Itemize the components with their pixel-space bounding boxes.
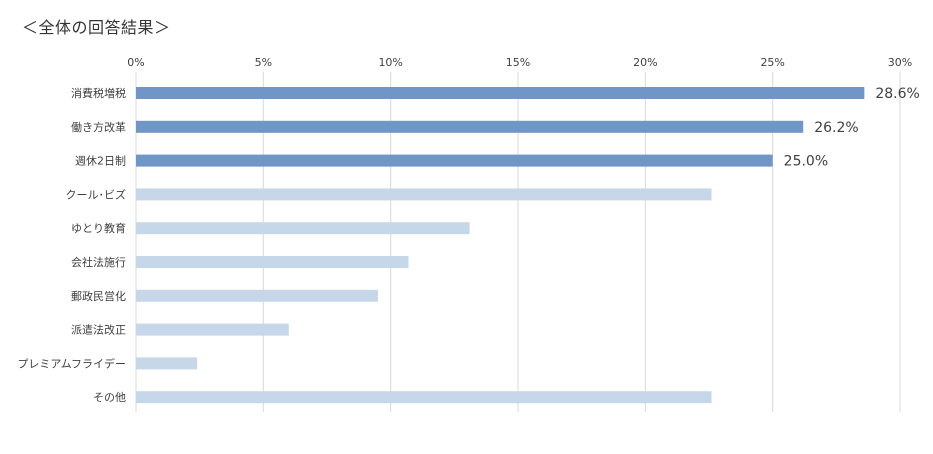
bar xyxy=(136,188,712,201)
category-labels: 消費税増税働き方改革週休2日制クール･ビズゆとり教育会社法施行郵政民営化派遣法改… xyxy=(17,86,126,404)
category-label: ゆとり教育 xyxy=(71,221,126,235)
bar xyxy=(136,391,712,404)
bar xyxy=(136,357,198,370)
bar xyxy=(136,256,409,268)
category-label: 郵政民営化 xyxy=(71,289,126,303)
bars xyxy=(136,87,865,404)
x-tick-label: 15% xyxy=(506,56,530,69)
data-label: 26.2% xyxy=(814,120,858,136)
x-tick-label: 25% xyxy=(760,56,784,69)
data-labels: 28.6% 26.2% 25.0% xyxy=(784,86,920,170)
bar xyxy=(136,120,804,133)
x-tick-label: 10% xyxy=(378,56,402,69)
x-tick-label: 5% xyxy=(255,56,272,69)
data-label: 28.6% xyxy=(875,86,919,102)
category-label: クール･ビズ xyxy=(66,187,127,201)
bar xyxy=(136,289,378,302)
category-label: 消費税増税 xyxy=(71,86,126,100)
gridlines xyxy=(135,72,901,412)
category-label: 働き方改革 xyxy=(71,120,126,134)
chart-title: ＜全体の回答結果＞ xyxy=(22,18,171,37)
data-label: 25.0% xyxy=(784,154,828,170)
x-tick-label: 30% xyxy=(888,56,912,69)
bar xyxy=(136,154,773,167)
category-label: 週休2日制 xyxy=(75,155,126,168)
category-label: プレミアムフライデー xyxy=(17,356,126,370)
category-label: その他 xyxy=(93,391,126,404)
bar xyxy=(136,87,865,99)
bar xyxy=(136,323,289,336)
bar xyxy=(136,222,470,235)
x-axis-ticks: 0% 5% 10% 15% 20% 25% 30% xyxy=(127,56,912,69)
category-label: 会社法施行 xyxy=(71,255,126,269)
x-tick-label: 20% xyxy=(633,56,657,69)
x-tick-label: 0% xyxy=(127,56,144,69)
category-label: 派遣法改正 xyxy=(71,323,126,337)
